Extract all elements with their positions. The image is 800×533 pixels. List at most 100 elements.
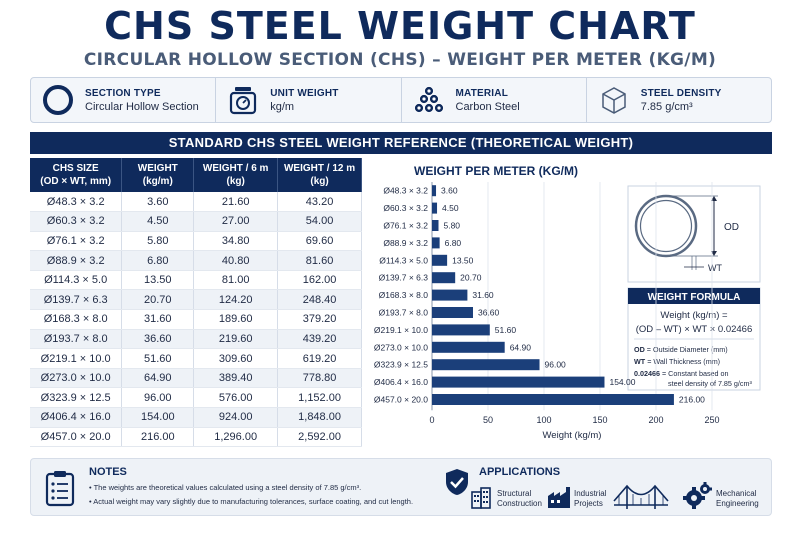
chart-area: WEIGHT PER METER (KG/M) OD WT WEIGHT FOR…	[366, 158, 772, 450]
bar	[432, 359, 540, 371]
formula-def-od: OD = Outside Diameter (mm)	[634, 345, 728, 354]
x-tick-label: 50	[483, 415, 493, 425]
formula-box: WEIGHT FORMULA Weight (kg/m) = (OD – WT)…	[627, 287, 761, 391]
x-tick-label: 250	[704, 415, 719, 425]
table-cell: 3.60	[121, 192, 195, 213]
formula-def-extra: steel density of 7.85 g/cm³	[668, 379, 753, 388]
table-row: Ø323.9 × 12.5 96.00 576.00 1,152.00	[30, 387, 362, 409]
table-cell: 69.60	[277, 231, 362, 252]
table-cell: 20.70	[121, 289, 195, 311]
value-label: 5.80	[443, 221, 460, 231]
table-cell: Ø60.3 × 3.2	[30, 211, 123, 232]
table-cell: 162.00	[277, 270, 362, 291]
table-row: Ø88.9 × 3.2 6.80 40.80 81.60	[30, 250, 362, 271]
info-section-type: SECTION TYPE Circular Hollow Section	[31, 78, 217, 122]
table-cell: Ø168.3 × 8.0	[30, 309, 123, 330]
bar	[432, 254, 448, 266]
category-label: Ø323.9 × 12.5	[374, 360, 428, 370]
table-row: Ø219.1 × 10.0 51.60 309.60 619.20	[30, 348, 362, 369]
table-cell: Ø273.0 × 10.0	[30, 368, 123, 389]
value-label: 51.60	[495, 325, 517, 335]
page-subtitle: CIRCULAR HOLLOW SECTION (CHS) – WEIGHT P…	[83, 50, 717, 70]
table-cell: 309.60	[193, 348, 279, 369]
category-label: Ø139.7 × 6.3	[379, 273, 429, 283]
category-label: Ø76.1 × 3.2	[383, 221, 428, 231]
bar	[432, 307, 473, 318]
x-tick-label: 200	[648, 415, 663, 425]
bar	[432, 202, 438, 214]
bars-layer: Ø48.3 × 3.2 3.60 Ø60.3 × 3.2 4.50 Ø76.1 × 3.…	[374, 182, 720, 441]
table-cell: 51.60	[121, 348, 195, 369]
table-cell: 81.60	[277, 250, 362, 271]
table-cell: 21.60	[193, 192, 279, 213]
table-row: Ø76.1 × 3.2 5.80 34.80 69.60	[30, 231, 362, 252]
table-cell: 124.20	[193, 289, 279, 311]
table-cell: 31.60	[121, 309, 195, 330]
bar	[432, 272, 456, 284]
info-unit-weight: UNIT WEIGHT kg/m	[216, 78, 402, 122]
table-cell: 1,848.00	[277, 407, 362, 428]
cube-icon	[602, 87, 626, 114]
bar	[432, 341, 505, 353]
table-cell: 34.80	[193, 231, 279, 252]
col-header-weight-12m: WEIGHT / 12 m (kg)	[277, 158, 362, 192]
info-label: SECTION TYPE	[85, 87, 161, 99]
table-body: Ø48.3 × 3.2 3.60 21.60 43.20 Ø60.3 × 3.2 4.50…	[30, 192, 362, 448]
value-label: 6.80	[445, 238, 462, 248]
table-cell: Ø76.1 × 3.2	[30, 231, 123, 252]
applications-title: APPLICATIONS	[479, 466, 561, 478]
x-tick-label: 100	[536, 415, 551, 425]
value-label: 20.70	[460, 273, 482, 283]
table-header-row: CHS SIZE (OD × WT, mm) WEIGHT (kg/m) WEIGH…	[30, 158, 362, 192]
clipboard-icon	[45, 471, 75, 507]
info-label: STEEL DENSITY	[640, 87, 722, 99]
category-label: Ø114.3 × 5.0	[379, 255, 428, 265]
table-cell: 248.40	[277, 289, 362, 311]
wt-label: WT	[708, 263, 722, 273]
value-label: 31.60	[472, 290, 494, 300]
info-value: kg/m	[270, 100, 295, 113]
info-label: UNIT WEIGHT	[270, 87, 339, 99]
page-title: CHS STEEL WEIGHT CHART	[104, 4, 696, 48]
table-cell: 13.50	[121, 270, 195, 291]
table-cell: 27.00	[193, 211, 279, 232]
table-row: Ø60.3 × 3.2 4.50 27.00 54.00	[30, 211, 362, 232]
bar	[432, 324, 490, 336]
table-cell: 6.80	[121, 250, 195, 271]
bar	[432, 376, 605, 388]
table-cell: 64.90	[121, 368, 195, 389]
value-label: 13.50	[452, 255, 474, 265]
pipe-inner-circle	[639, 199, 693, 253]
gears-icon	[683, 482, 712, 509]
table-cell: 379.20	[277, 309, 362, 330]
table-cell: Ø193.7 × 8.0	[30, 329, 123, 350]
category-label: Ø48.3 × 3.2	[383, 186, 428, 196]
table-cell: 36.60	[121, 329, 195, 350]
formula-def-constant: 0.02466 = Constant based on	[634, 369, 729, 378]
formula-line-1: Weight (kg/m) =	[660, 310, 728, 321]
table-cell: 5.80	[121, 231, 195, 252]
table-cell: Ø219.1 × 10.0	[30, 348, 123, 369]
scale-icon	[230, 87, 257, 115]
table-row: Ø139.7 × 6.3 20.70 124.20 248.40	[30, 289, 362, 311]
table-row: Ø48.3 × 3.2 3.60 21.60 43.20	[30, 192, 362, 213]
table-cell: Ø323.9 × 12.5	[30, 387, 123, 409]
value-label: 216.00	[679, 395, 705, 405]
formula-header	[628, 288, 760, 304]
bar	[432, 394, 674, 405]
info-value: Carbon Steel	[455, 100, 520, 113]
formula-title: WEIGHT FORMULA	[648, 292, 741, 303]
pipe-stack-icon	[413, 86, 444, 113]
formula-def-wt: WT = Wall Thickness (mm)	[634, 357, 720, 366]
bar	[432, 289, 468, 301]
note-line-1: • The weights are theoretical values cal…	[89, 483, 362, 492]
table-cell: 4.50	[121, 211, 195, 232]
note-line-2: • Actual weight may vary slightly due to…	[89, 497, 414, 506]
bar-chart: OD WT WEIGHT FORMULA Weight (kg/m) = (OD…	[374, 182, 761, 441]
factory-icon	[548, 487, 570, 508]
category-label: Ø273.0 × 10.0	[374, 342, 428, 352]
info-material: MATERIAL Carbon Steel	[402, 78, 587, 122]
app-mechanical-engineering: Mechanical Engineering	[716, 489, 759, 508]
table-row: Ø406.4 × 16.0 154.00 924.00 1,848.00	[30, 407, 362, 428]
bar	[432, 220, 439, 231]
